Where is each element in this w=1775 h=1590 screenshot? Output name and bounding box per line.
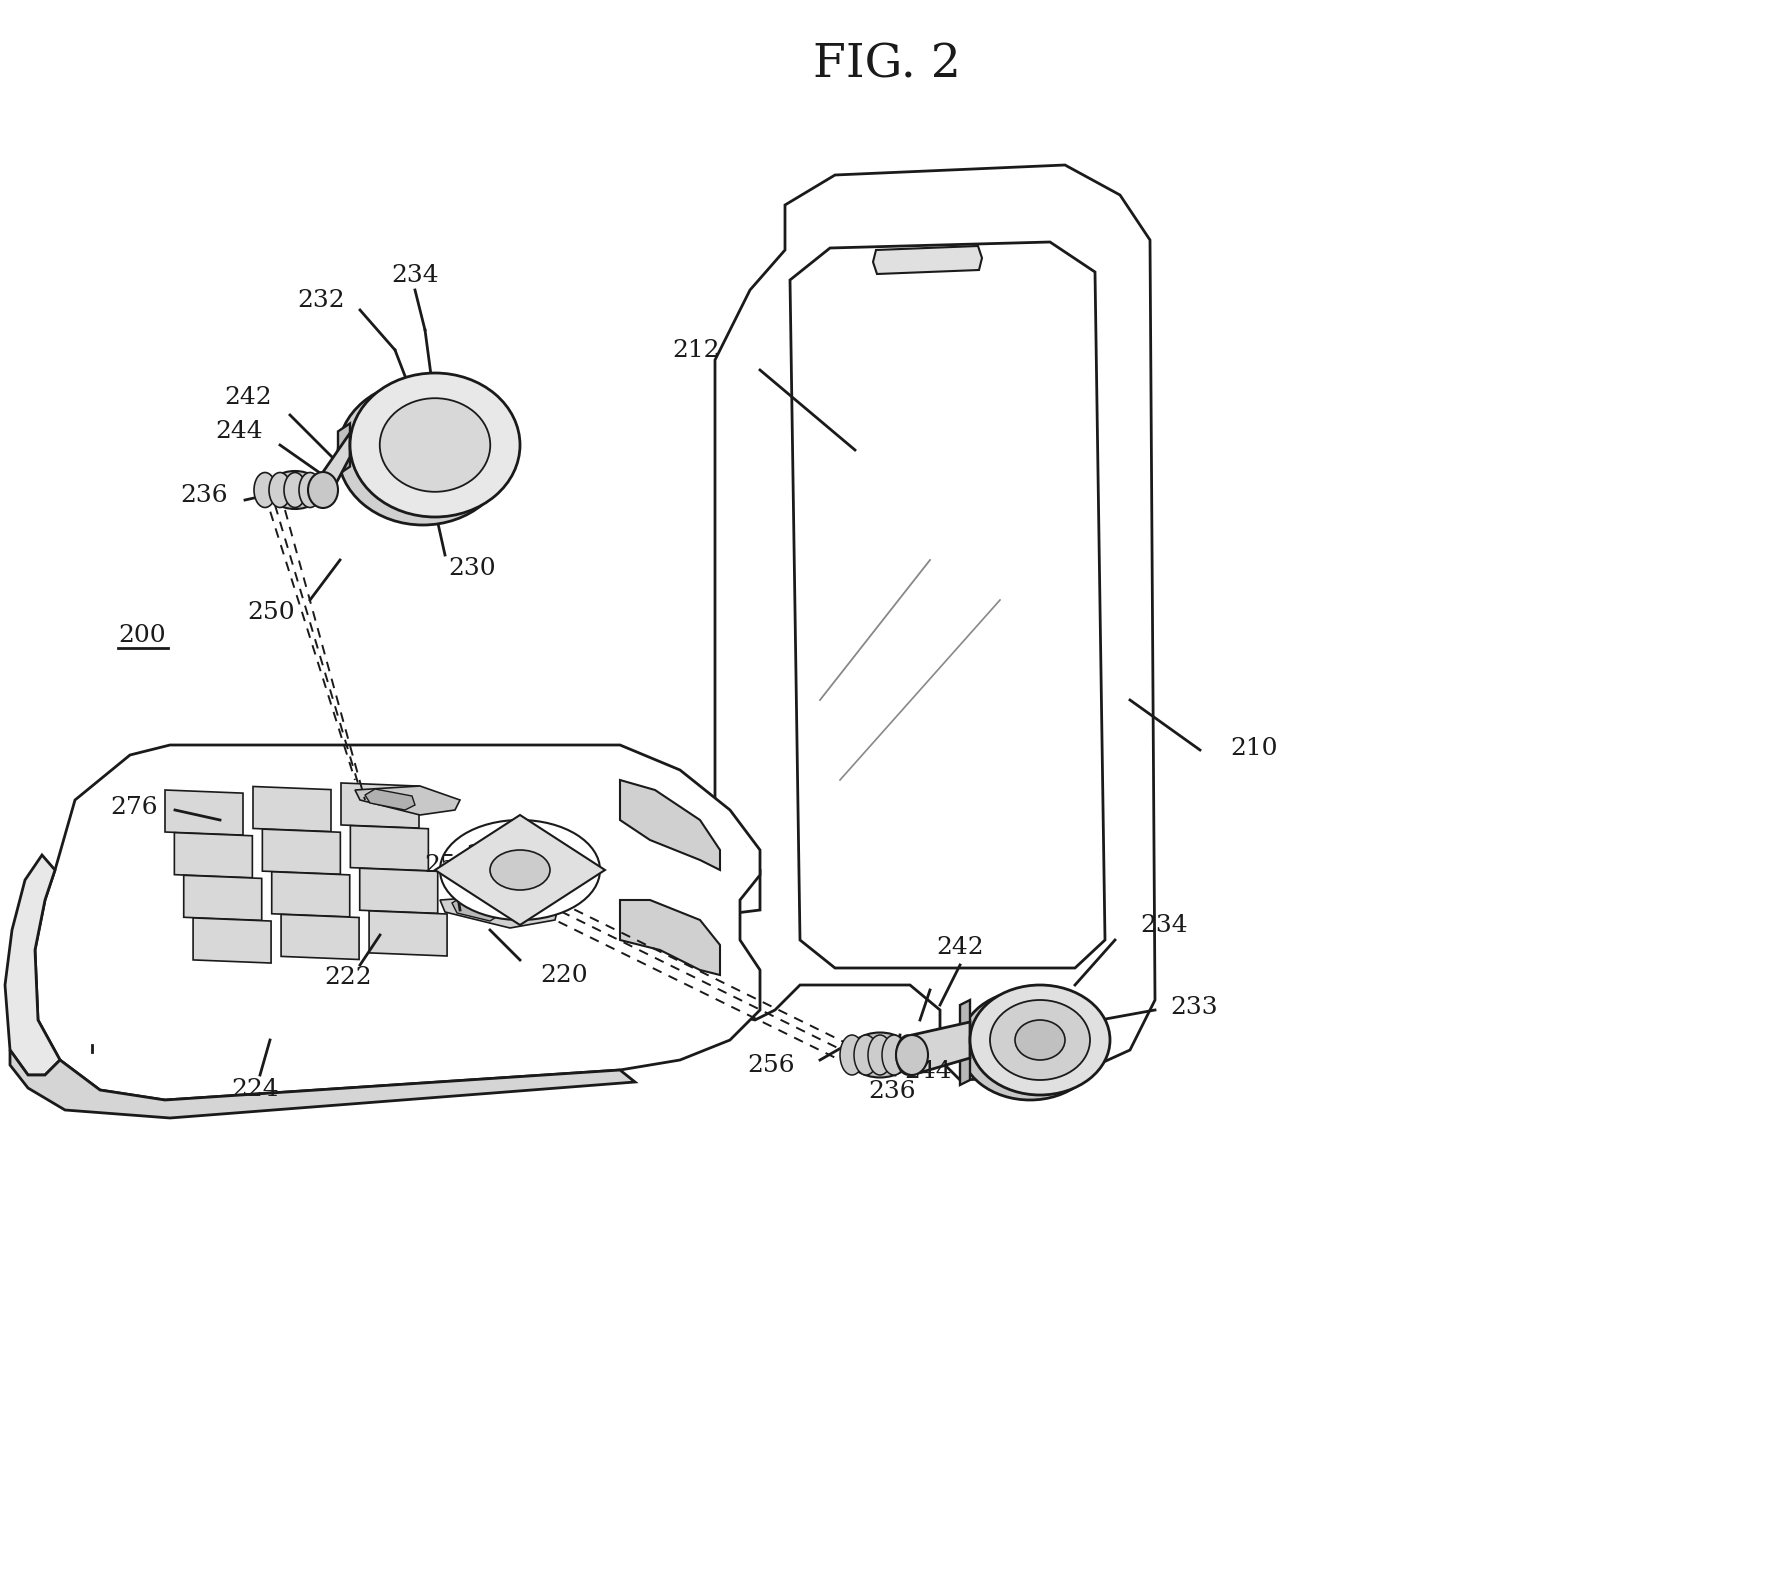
Polygon shape — [453, 898, 499, 921]
Ellipse shape — [440, 820, 600, 921]
Ellipse shape — [350, 374, 520, 517]
Ellipse shape — [969, 984, 1109, 1096]
Text: 212: 212 — [673, 339, 721, 361]
Ellipse shape — [309, 472, 337, 507]
Ellipse shape — [490, 851, 550, 890]
Polygon shape — [341, 782, 419, 828]
Text: 236: 236 — [868, 1081, 916, 1103]
Polygon shape — [350, 825, 428, 871]
Ellipse shape — [337, 382, 508, 525]
Ellipse shape — [960, 991, 1100, 1100]
Text: 256: 256 — [747, 1054, 795, 1076]
Polygon shape — [960, 1000, 969, 1084]
Polygon shape — [323, 432, 350, 507]
Polygon shape — [280, 914, 359, 959]
Text: 230: 230 — [447, 556, 495, 579]
Text: 244: 244 — [903, 1061, 951, 1083]
Polygon shape — [193, 917, 272, 964]
Polygon shape — [254, 787, 330, 832]
Ellipse shape — [284, 472, 305, 507]
Ellipse shape — [1015, 1021, 1065, 1061]
Text: 250: 250 — [247, 601, 295, 623]
Ellipse shape — [854, 1035, 879, 1075]
Ellipse shape — [840, 1035, 864, 1075]
Polygon shape — [185, 875, 261, 921]
Ellipse shape — [868, 1035, 893, 1075]
Text: 222: 222 — [325, 967, 371, 989]
Text: 242: 242 — [224, 386, 272, 410]
Polygon shape — [435, 816, 605, 925]
Polygon shape — [619, 781, 721, 870]
Text: 210: 210 — [1230, 736, 1278, 760]
Polygon shape — [873, 246, 982, 273]
Polygon shape — [790, 242, 1106, 968]
Ellipse shape — [298, 472, 321, 507]
Ellipse shape — [896, 1035, 928, 1075]
Text: 244: 244 — [215, 420, 263, 444]
Polygon shape — [5, 855, 60, 1075]
Polygon shape — [11, 1049, 635, 1118]
Ellipse shape — [270, 472, 291, 507]
Text: 234: 234 — [1140, 914, 1187, 937]
Text: 258: 258 — [424, 854, 472, 876]
Text: 254: 254 — [515, 860, 563, 884]
Text: 234: 234 — [390, 264, 438, 286]
FancyBboxPatch shape — [73, 1045, 169, 1068]
Ellipse shape — [380, 398, 490, 491]
Text: 200: 200 — [117, 623, 165, 647]
Text: 220: 220 — [540, 964, 588, 986]
Text: 276: 276 — [110, 797, 158, 819]
Ellipse shape — [896, 1035, 919, 1075]
Ellipse shape — [882, 1035, 905, 1075]
Ellipse shape — [990, 1000, 1090, 1080]
Polygon shape — [355, 785, 460, 816]
Polygon shape — [36, 746, 760, 1100]
Ellipse shape — [847, 1032, 912, 1078]
Polygon shape — [360, 868, 438, 913]
Text: 232: 232 — [298, 288, 344, 312]
Polygon shape — [619, 900, 721, 975]
Text: FIG. 2: FIG. 2 — [813, 43, 960, 87]
Polygon shape — [912, 1022, 969, 1075]
Text: 242: 242 — [935, 937, 983, 959]
Polygon shape — [174, 833, 252, 878]
Polygon shape — [165, 790, 243, 835]
Ellipse shape — [254, 472, 275, 507]
Ellipse shape — [268, 471, 323, 509]
Polygon shape — [263, 828, 341, 874]
Polygon shape — [801, 258, 1093, 949]
Text: 233: 233 — [1170, 997, 1218, 1019]
Text: 252: 252 — [467, 844, 513, 867]
Text: 236: 236 — [181, 483, 227, 507]
Polygon shape — [272, 871, 350, 917]
Text: 224: 224 — [231, 1078, 279, 1102]
Polygon shape — [440, 895, 557, 929]
Polygon shape — [369, 911, 447, 956]
Polygon shape — [696, 165, 1156, 1080]
Polygon shape — [337, 423, 350, 474]
Polygon shape — [366, 789, 415, 809]
